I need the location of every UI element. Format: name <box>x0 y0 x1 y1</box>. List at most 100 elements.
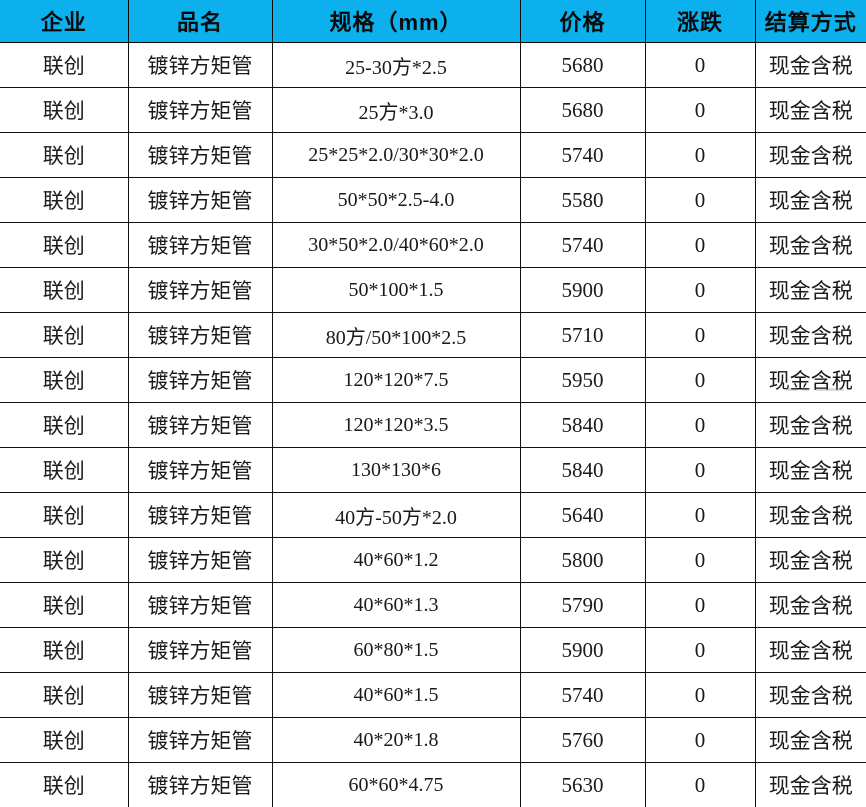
cell-settle: 现金含税 <box>755 538 866 583</box>
cell-change: 0 <box>645 718 755 763</box>
column-header-price[interactable]: 价格 <box>520 0 645 43</box>
cell-price: 5740 <box>520 133 645 178</box>
cell-spec: 25方*3.0 <box>272 88 520 133</box>
cell-spec: 130*130*6 <box>272 448 520 493</box>
cell-settle: 现金含税 <box>755 718 866 763</box>
cell-price: 5900 <box>520 268 645 313</box>
cell-price: 5740 <box>520 673 645 718</box>
cell-change: 0 <box>645 448 755 493</box>
cell-price: 5790 <box>520 583 645 628</box>
cell-settle: 现金含税 <box>755 628 866 673</box>
table-header: 企业 品名 规格（mm） 价格 涨跌 结算方式 <box>0 0 866 43</box>
cell-price: 5840 <box>520 403 645 448</box>
cell-product: 镀锌方矩管 <box>128 268 272 313</box>
cell-company: 联创 <box>0 178 128 223</box>
header-row: 企业 品名 规格（mm） 价格 涨跌 结算方式 <box>0 0 866 43</box>
cell-price: 5630 <box>520 763 645 807</box>
column-header-change[interactable]: 涨跌 <box>645 0 755 43</box>
cell-settle: 现金含税 <box>755 673 866 718</box>
cell-spec: 60*60*4.75 <box>272 763 520 807</box>
cell-product: 镀锌方矩管 <box>128 493 272 538</box>
cell-spec: 40*60*1.5 <box>272 673 520 718</box>
cell-product: 镀锌方矩管 <box>128 88 272 133</box>
cell-settle: 现金含税 <box>755 493 866 538</box>
cell-company: 联创 <box>0 313 128 358</box>
column-header-settle[interactable]: 结算方式 <box>755 0 866 43</box>
cell-product: 镀锌方矩管 <box>128 628 272 673</box>
cell-settle: 现金含税 <box>755 313 866 358</box>
cell-company: 联创 <box>0 43 128 88</box>
column-header-spec[interactable]: 规格（mm） <box>272 0 520 43</box>
cell-product: 镀锌方矩管 <box>128 448 272 493</box>
cell-change: 0 <box>645 268 755 313</box>
cell-change: 0 <box>645 313 755 358</box>
cell-company: 联创 <box>0 448 128 493</box>
cell-change: 0 <box>645 43 755 88</box>
cell-spec: 40*60*1.3 <box>272 583 520 628</box>
cell-change: 0 <box>645 673 755 718</box>
cell-settle: 现金含税 <box>755 43 866 88</box>
cell-spec: 50*50*2.5-4.0 <box>272 178 520 223</box>
cell-change: 0 <box>645 628 755 673</box>
cell-product: 镀锌方矩管 <box>128 583 272 628</box>
cell-change: 0 <box>645 133 755 178</box>
cell-company: 联创 <box>0 88 128 133</box>
cell-price: 5680 <box>520 43 645 88</box>
cell-settle: 现金含税 <box>755 88 866 133</box>
cell-product: 镀锌方矩管 <box>128 133 272 178</box>
cell-company: 联创 <box>0 358 128 403</box>
cell-price: 5680 <box>520 88 645 133</box>
cell-spec: 120*120*3.5 <box>272 403 520 448</box>
cell-company: 联创 <box>0 133 128 178</box>
cell-settle: 现金含税 <box>755 133 866 178</box>
cell-settle: 现金含税 <box>755 223 866 268</box>
cell-spec: 30*50*2.0/40*60*2.0 <box>272 223 520 268</box>
cell-product: 镀锌方矩管 <box>128 718 272 763</box>
cell-settle: 现金含税 <box>755 583 866 628</box>
cell-change: 0 <box>645 88 755 133</box>
cell-settle: 现金含税 <box>755 448 866 493</box>
cell-price: 5580 <box>520 178 645 223</box>
cell-company: 联创 <box>0 538 128 583</box>
cell-product: 镀锌方矩管 <box>128 673 272 718</box>
cell-price: 5760 <box>520 718 645 763</box>
cell-change: 0 <box>645 223 755 268</box>
cell-company: 联创 <box>0 628 128 673</box>
cell-company: 联创 <box>0 493 128 538</box>
cell-spec: 25-30方*2.5 <box>272 43 520 88</box>
column-header-company[interactable]: 企业 <box>0 0 128 43</box>
cell-company: 联创 <box>0 268 128 313</box>
cell-product: 镀锌方矩管 <box>128 403 272 448</box>
cell-settle: 现金含税 <box>755 178 866 223</box>
cell-change: 0 <box>645 538 755 583</box>
column-header-product[interactable]: 品名 <box>128 0 272 43</box>
cell-spec: 40*20*1.8 <box>272 718 520 763</box>
cell-change: 0 <box>645 403 755 448</box>
cell-company: 联创 <box>0 673 128 718</box>
cell-spec: 40*60*1.2 <box>272 538 520 583</box>
cell-product: 镀锌方矩管 <box>128 223 272 268</box>
cell-price: 5740 <box>520 223 645 268</box>
cell-change: 0 <box>645 178 755 223</box>
cell-product: 镀锌方矩管 <box>128 538 272 583</box>
cell-change: 0 <box>645 358 755 403</box>
